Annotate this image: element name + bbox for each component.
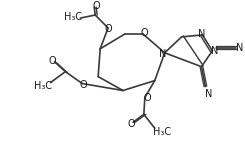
Text: O: O (127, 119, 135, 129)
Text: O: O (92, 1, 100, 11)
Text: N: N (205, 90, 212, 100)
Text: H₃C: H₃C (35, 81, 53, 91)
Text: H₃C: H₃C (153, 127, 171, 137)
Text: O: O (104, 24, 112, 34)
Text: N: N (236, 43, 244, 53)
Text: H₃C: H₃C (64, 12, 82, 22)
Text: N: N (211, 46, 218, 56)
Text: N: N (159, 49, 166, 59)
Text: N: N (198, 29, 205, 39)
Text: O: O (49, 56, 56, 66)
Text: O: O (140, 28, 148, 38)
Text: O: O (79, 80, 87, 90)
Text: O: O (143, 93, 151, 103)
